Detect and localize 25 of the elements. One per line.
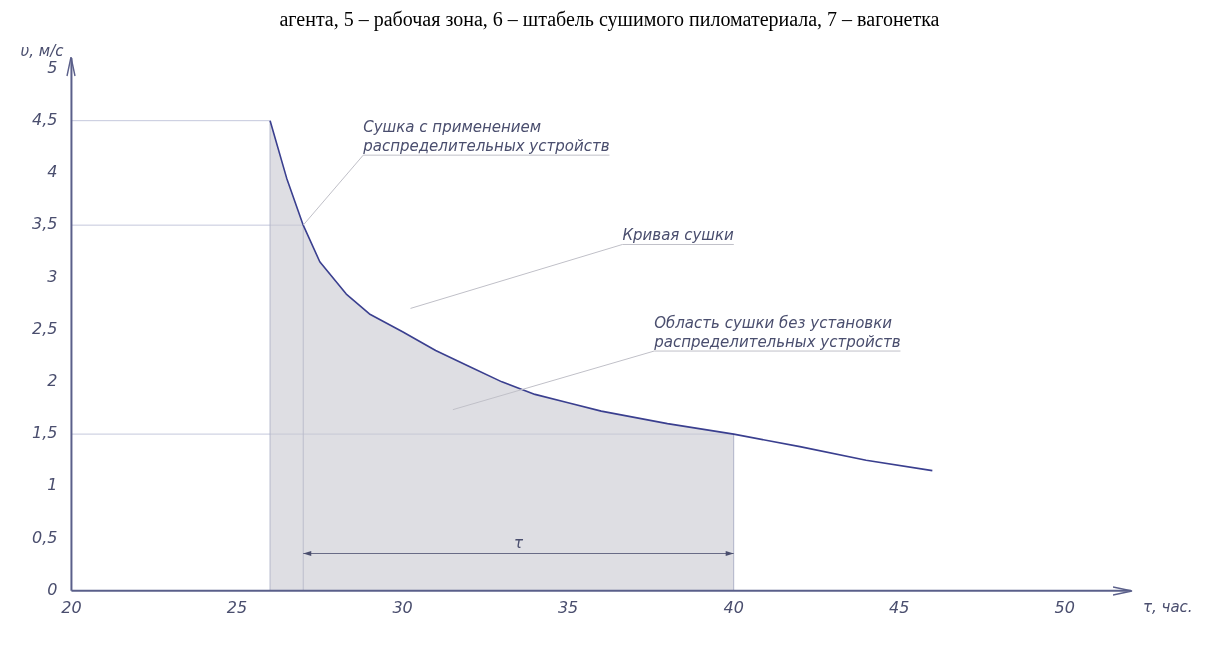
y-tick-label: 4 xyxy=(47,162,58,182)
y-axis-title: υ, м/с xyxy=(20,41,65,60)
y-tick-label: 2,5 xyxy=(31,318,58,338)
x-tick-label: 30 xyxy=(392,597,413,617)
y-tick-label: 0,5 xyxy=(31,527,58,547)
y-tick-label: 4,5 xyxy=(31,109,58,129)
annotation: Кривая сушки xyxy=(622,226,735,245)
x-tick-label: 40 xyxy=(723,597,744,617)
annotation: Область сушки без установки распределительных устройств xyxy=(653,314,901,352)
x-tick-label: 50 xyxy=(1054,597,1075,617)
x-tick-label: 35 xyxy=(557,597,579,617)
x-tick-label: 20 xyxy=(61,597,82,617)
y-tick-label: 3,5 xyxy=(31,214,58,234)
annotation: τ xyxy=(513,533,524,552)
y-tick-label: 1,5 xyxy=(31,423,58,443)
x-tick-label: 25 xyxy=(226,597,248,617)
text: агента, 5 – рабочая зона, 6 – штабель сушимого пиломатериала, 7 – вагонетка xyxy=(278,8,941,30)
y-tick-label: 2 xyxy=(47,371,58,391)
x-tick-label: 45 xyxy=(889,597,910,617)
y-tick-label: 1 xyxy=(47,475,58,495)
y-tick-label: 0 xyxy=(47,579,58,599)
x-axis-title: τ, час. xyxy=(1143,598,1193,617)
y-tick-label: 3 xyxy=(47,266,58,286)
y-tick-label: 5 xyxy=(47,57,58,77)
annotation: Сушка с применением распределительных устройств xyxy=(362,118,610,156)
